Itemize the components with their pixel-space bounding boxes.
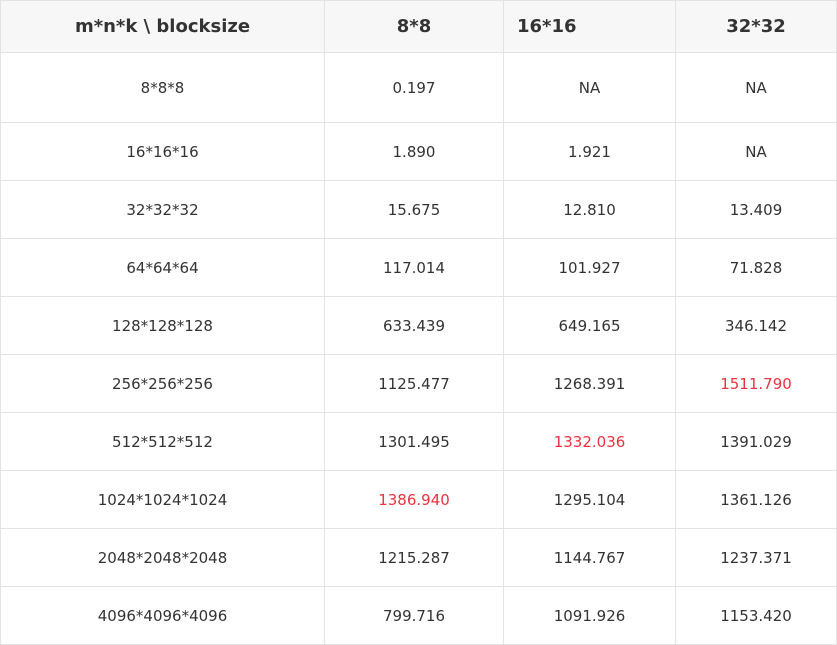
value-cell: 1237.371 [675, 528, 837, 587]
value-cell: 0.197 [324, 52, 504, 123]
value-cell: 649.165 [503, 296, 676, 355]
value-cell: 1153.420 [675, 586, 837, 645]
header-blocksize-16: 16*16 [503, 0, 676, 53]
matrix-size-cell: 2048*2048*2048 [0, 528, 325, 587]
highlighted-value-cell: 1332.036 [503, 412, 676, 471]
header-row: m*n*k \ blocksize 8*8 16*16 32*32 [0, 0, 837, 53]
matrix-size-cell: 32*32*32 [0, 180, 325, 239]
value-cell: 1391.029 [675, 412, 837, 471]
value-cell: 1295.104 [503, 470, 676, 529]
value-cell: 1301.495 [324, 412, 504, 471]
matrix-size-cell: 64*64*64 [0, 238, 325, 297]
value-cell: 117.014 [324, 238, 504, 297]
matrix-size-cell: 128*128*128 [0, 296, 325, 355]
value-cell: 13.409 [675, 180, 837, 239]
matrix-size-cell: 1024*1024*1024 [0, 470, 325, 529]
header-blocksize-8: 8*8 [324, 0, 504, 53]
table-row: 1024*1024*1024 1386.940 1295.104 1361.12… [0, 470, 837, 529]
table-row: 32*32*32 15.675 12.810 13.409 [0, 180, 837, 239]
value-cell: 1361.126 [675, 470, 837, 529]
value-cell: NA [503, 52, 676, 123]
table-header: m*n*k \ blocksize 8*8 16*16 32*32 [0, 0, 837, 53]
value-cell: 1144.767 [503, 528, 676, 587]
value-cell: 799.716 [324, 586, 504, 645]
table-row: 16*16*16 1.890 1.921 NA [0, 122, 837, 181]
value-cell: NA [675, 122, 837, 181]
value-cell: 1215.287 [324, 528, 504, 587]
highlighted-value-cell: 1511.790 [675, 354, 837, 413]
value-cell: 71.828 [675, 238, 837, 297]
table-row: 64*64*64 117.014 101.927 71.828 [0, 238, 837, 297]
value-cell: 346.142 [675, 296, 837, 355]
table-row: 256*256*256 1125.477 1268.391 1511.790 [0, 354, 837, 413]
header-size-blocksize: m*n*k \ blocksize [0, 0, 325, 53]
value-cell: 15.675 [324, 180, 504, 239]
table-row: 512*512*512 1301.495 1332.036 1391.029 [0, 412, 837, 471]
matrix-size-cell: 16*16*16 [0, 122, 325, 181]
matrix-size-cell: 512*512*512 [0, 412, 325, 471]
highlighted-value-cell: 1386.940 [324, 470, 504, 529]
table-row: 2048*2048*2048 1215.287 1144.767 1237.37… [0, 528, 837, 587]
value-cell: NA [675, 52, 837, 123]
matrix-size-cell: 4096*4096*4096 [0, 586, 325, 645]
matrix-size-cell: 8*8*8 [0, 52, 325, 123]
value-cell: 1091.926 [503, 586, 676, 645]
value-cell: 633.439 [324, 296, 504, 355]
table-row: 128*128*128 633.439 649.165 346.142 [0, 296, 837, 355]
matrix-size-cell: 256*256*256 [0, 354, 325, 413]
table-body: 8*8*8 0.197 NA NA 16*16*16 1.890 1.921 N… [0, 52, 837, 645]
value-cell: 101.927 [503, 238, 676, 297]
value-cell: 1268.391 [503, 354, 676, 413]
header-blocksize-32: 32*32 [675, 0, 837, 53]
value-cell: 1.921 [503, 122, 676, 181]
value-cell: 1125.477 [324, 354, 504, 413]
table-row: 4096*4096*4096 799.716 1091.926 1153.420 [0, 586, 837, 645]
value-cell: 12.810 [503, 180, 676, 239]
value-cell: 1.890 [324, 122, 504, 181]
table-row: 8*8*8 0.197 NA NA [0, 52, 837, 123]
